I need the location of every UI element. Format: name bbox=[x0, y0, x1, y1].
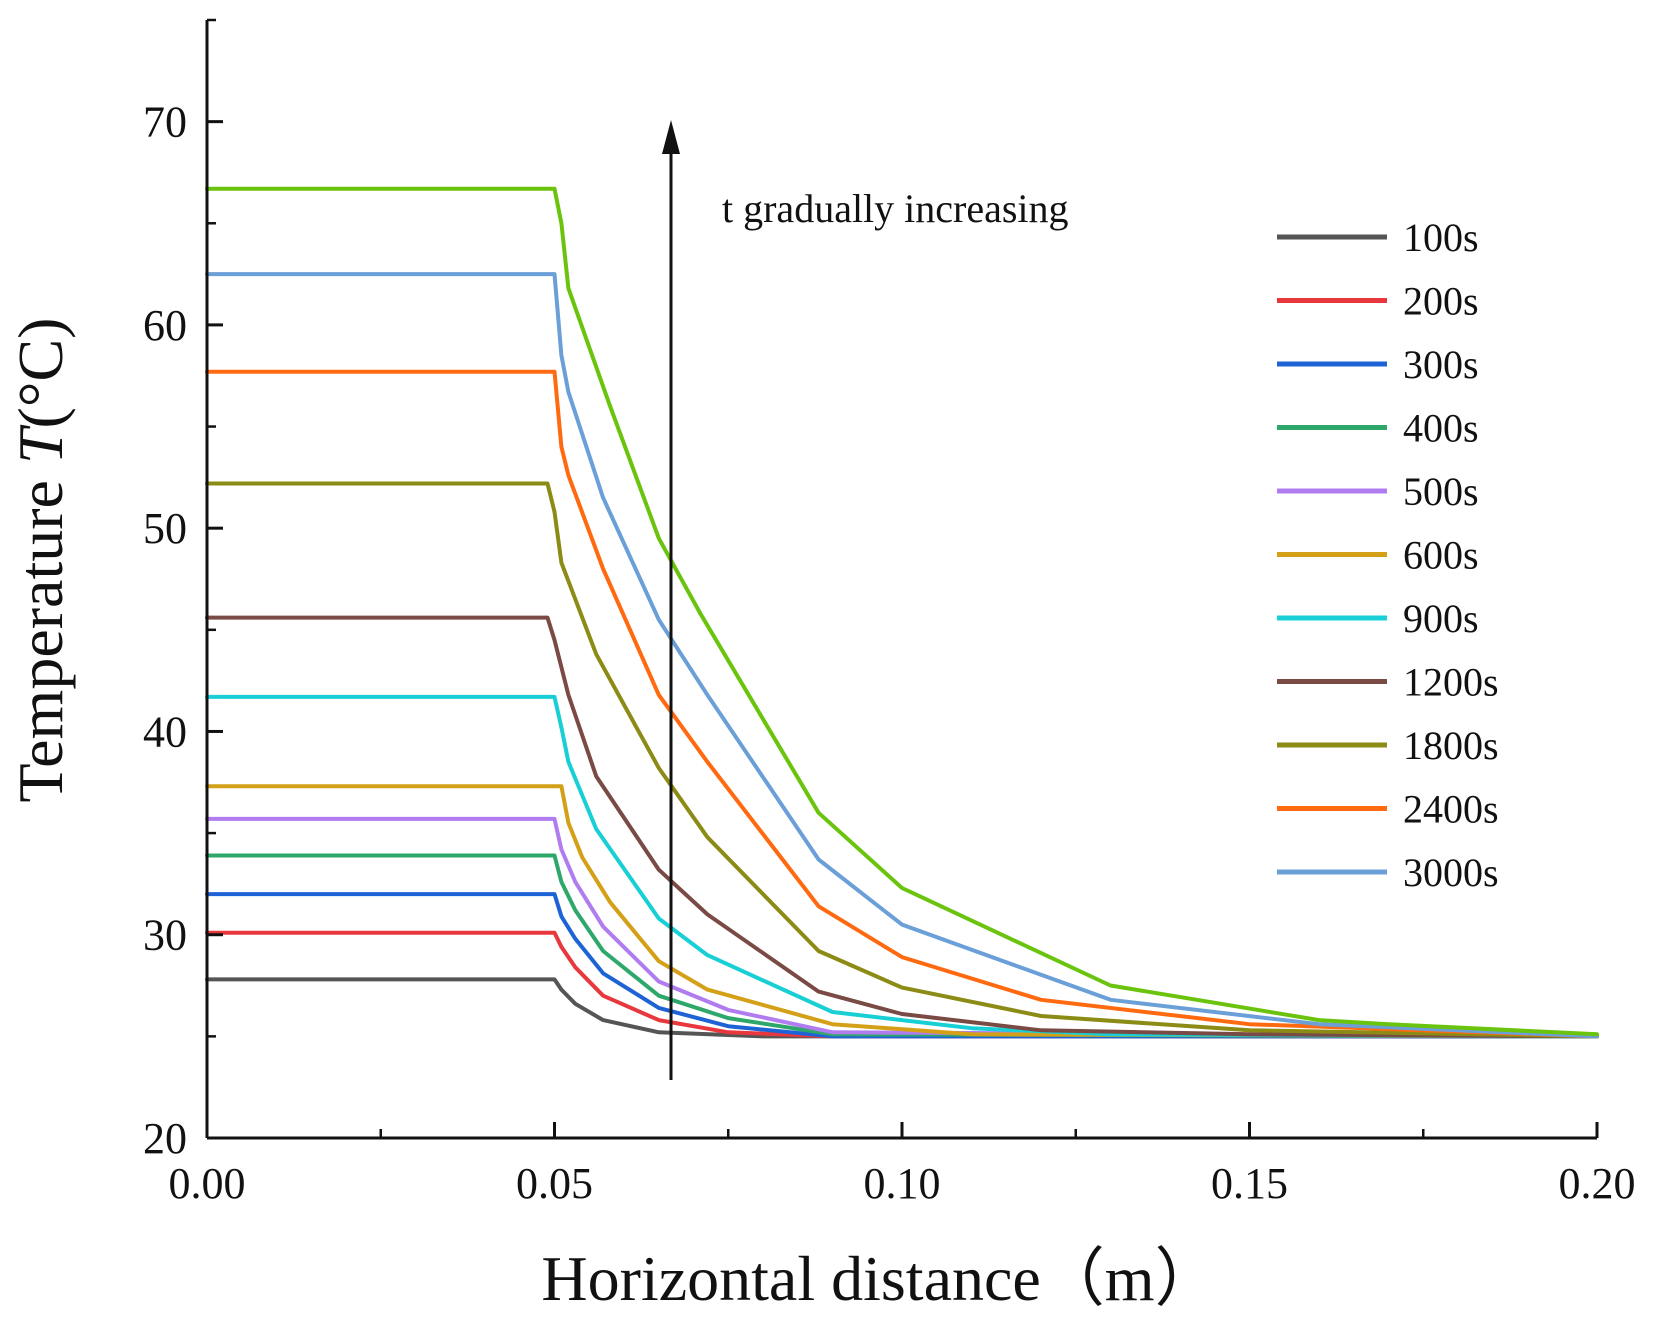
series-line-3000s-top bbox=[205, 186, 1599, 1037]
x-tick-label: 0.10 bbox=[864, 1159, 941, 1208]
y-axis-title-prefix: Temperature bbox=[5, 464, 76, 802]
y-axis-title-symbol: T bbox=[5, 424, 76, 464]
legend-label-200s: 200s bbox=[1403, 279, 1479, 324]
series-line-600s bbox=[205, 784, 1599, 1039]
series-line-2400s bbox=[205, 369, 1599, 1039]
y-tick-label: 20 bbox=[143, 1114, 187, 1163]
x-tick-label: 0.00 bbox=[169, 1159, 246, 1208]
series-line-500s bbox=[205, 816, 1599, 1039]
legend-label-400s: 400s bbox=[1403, 406, 1479, 451]
series-line-1800s bbox=[205, 481, 1599, 1039]
y-tick-label: 60 bbox=[143, 301, 187, 350]
series-layer bbox=[205, 186, 1599, 1039]
x-tick-label: 0.05 bbox=[516, 1159, 593, 1208]
legend-label-1200s: 1200s bbox=[1403, 660, 1499, 705]
y-tick-label: 50 bbox=[143, 504, 187, 553]
legend-label-3000s: 3000s bbox=[1403, 850, 1499, 895]
annotation-text: t gradually increasing bbox=[722, 186, 1069, 231]
y-tick-label: 40 bbox=[143, 707, 187, 756]
arrow-head bbox=[662, 120, 680, 154]
series-line-3000s bbox=[205, 272, 1599, 1039]
x-tick-label: 0.15 bbox=[1211, 1159, 1288, 1208]
y-tick-label: 70 bbox=[143, 98, 187, 147]
series-line-1200s bbox=[205, 615, 1599, 1039]
series-line-300s bbox=[205, 892, 1599, 1039]
legend-label-2400s: 2400s bbox=[1403, 787, 1499, 832]
legend-label-1800s: 1800s bbox=[1403, 723, 1499, 768]
axes: 0.00 0.05 0.10 0.15 0.20 20 30 40 50 60 70 bbox=[143, 18, 1636, 1208]
legend-label-600s: 600s bbox=[1403, 533, 1479, 578]
series-line-200s bbox=[205, 930, 1599, 1039]
legend: 100s 200s 300s 400s 500s 600s 900s 1200s 1800s 24… bbox=[1277, 215, 1499, 895]
y-tick-label: 30 bbox=[143, 911, 187, 960]
legend-label-100s: 100s bbox=[1403, 215, 1479, 260]
legend-label-900s: 900s bbox=[1403, 596, 1479, 641]
legend-label-500s: 500s bbox=[1403, 469, 1479, 514]
x-axis-title: Horizontal distance（m） bbox=[541, 1243, 1218, 1314]
series-line-400s bbox=[205, 853, 1599, 1039]
y-axis-title: Temperature T(°C) bbox=[5, 318, 76, 803]
increasing-arrow bbox=[662, 120, 680, 1080]
y-axis-title-unit: (°C) bbox=[5, 318, 76, 429]
legend-label-300s: 300s bbox=[1403, 342, 1479, 387]
series-line-900s bbox=[205, 694, 1599, 1039]
x-tick-label: 0.20 bbox=[1559, 1159, 1636, 1208]
